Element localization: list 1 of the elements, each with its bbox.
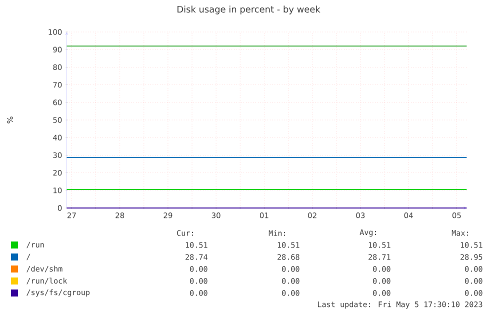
chart-title: Disk usage in percent - by week [178, 6, 320, 14]
